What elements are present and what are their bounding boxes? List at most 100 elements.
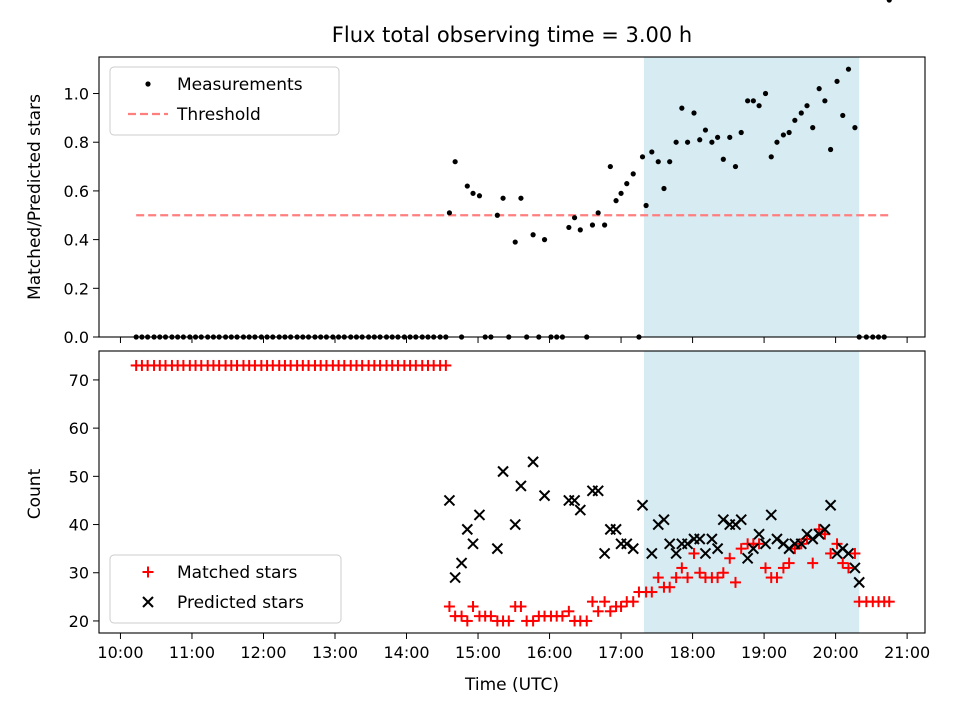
x-tick-label: 10:00 <box>97 643 143 662</box>
x-stroke <box>636 499 649 511</box>
x-stroke <box>592 485 604 497</box>
legend-handle-dot <box>145 81 151 87</box>
predicted-star-marker <box>658 514 670 526</box>
x-tick-label: 15:00 <box>455 643 501 662</box>
matched-star-marker <box>717 567 729 579</box>
x-tick-label: 16:00 <box>526 643 572 662</box>
x-stroke <box>765 509 777 521</box>
measurement-point <box>602 222 608 228</box>
measurement-point <box>745 98 751 104</box>
matched-star-marker <box>664 581 676 593</box>
matched-star-marker <box>712 572 724 584</box>
x-tick-label: 13:00 <box>312 643 358 662</box>
x-stroke <box>777 538 790 550</box>
legend-label: Measurements <box>177 75 303 95</box>
x-tick-label: 17:00 <box>598 643 644 662</box>
x-stroke <box>747 542 760 555</box>
matched-star-marker <box>440 359 452 371</box>
measurement-point <box>530 232 536 238</box>
predicted-star-marker <box>795 538 807 550</box>
measurement-point <box>595 210 601 216</box>
measurement-point <box>571 215 578 221</box>
measurement-point <box>589 222 596 228</box>
measurement-point <box>667 159 673 165</box>
measurement-point <box>816 86 822 92</box>
predicted-star-marker <box>515 480 527 492</box>
matched-star-marker <box>563 605 575 617</box>
legend-box <box>109 554 342 624</box>
x-stroke <box>658 514 670 526</box>
predicted-star-marker <box>819 523 831 536</box>
matched-star-marker <box>777 562 789 574</box>
matched-star-marker <box>676 562 688 574</box>
x-stroke <box>527 456 539 468</box>
x-stroke <box>694 533 706 545</box>
x-tick-label: 12:00 <box>240 643 286 662</box>
x-stroke <box>837 542 849 555</box>
predicted-star-marker <box>849 562 861 574</box>
predicted-star-marker <box>735 514 747 526</box>
x-stroke <box>807 533 819 545</box>
measurement-point <box>577 227 583 233</box>
x-stroke <box>753 528 765 540</box>
measurement-point <box>649 149 655 155</box>
measurement-point <box>684 139 691 145</box>
measurement-point <box>828 146 834 153</box>
x-stroke <box>735 514 747 526</box>
measurement-point <box>452 159 458 165</box>
measurement-point <box>786 129 792 136</box>
x-stroke <box>568 494 581 507</box>
measurement-point <box>715 134 721 140</box>
x-stroke <box>706 533 718 545</box>
x-stroke <box>801 528 813 540</box>
matched-star-marker <box>485 610 497 622</box>
x-stroke <box>491 542 504 555</box>
matched-star-marker <box>688 547 700 559</box>
measurement-point <box>768 154 774 160</box>
matched-star-marker <box>883 596 895 608</box>
matched-star-marker <box>604 605 616 617</box>
matched-star-marker <box>694 567 706 579</box>
measurement-point <box>852 125 858 131</box>
matched-star-marker <box>735 543 747 555</box>
measurement-point <box>607 163 613 170</box>
predicted-star-marker <box>807 533 819 545</box>
predicted-star-marker <box>592 485 604 497</box>
x-tick-label: 11:00 <box>169 643 215 662</box>
x-stroke <box>497 465 509 478</box>
y-tick-label: 0.4 <box>64 231 89 250</box>
matched-star-marker <box>753 538 765 550</box>
x-stroke <box>467 538 479 550</box>
legend-label: Matched stars <box>177 563 297 583</box>
x-tick-label: 19:00 <box>741 643 787 662</box>
x-stroke <box>717 514 730 526</box>
x-stroke <box>853 576 865 589</box>
x-stroke <box>741 552 754 564</box>
x-stroke <box>842 547 855 560</box>
x-stroke <box>819 523 831 536</box>
bottom-y-axis-label: Count <box>25 468 45 519</box>
predicted-star-marker <box>568 494 581 507</box>
predicted-star-marker <box>663 538 676 550</box>
matched-star-marker <box>467 600 479 612</box>
matched-star-marker <box>461 615 473 627</box>
matched-star-marker <box>825 547 837 559</box>
predicted-star-marker <box>467 538 479 550</box>
x-tick-label: 20:00 <box>813 643 859 662</box>
predicted-star-marker <box>771 533 783 545</box>
x-stroke <box>849 562 861 574</box>
top-y-axis-label: Matched/Predicted stars <box>25 94 45 300</box>
legend-label: Threshold <box>176 105 261 125</box>
x-stroke <box>443 494 456 507</box>
predicted-star-marker <box>753 528 765 540</box>
x-stroke <box>681 538 694 550</box>
measurement-point <box>464 183 470 189</box>
measurement-point <box>845 66 852 72</box>
x-stroke <box>621 538 633 550</box>
y-tick-label: 40 <box>69 516 89 535</box>
measurement-point <box>762 90 769 97</box>
x-stroke <box>574 504 587 516</box>
measurement-point <box>613 198 619 204</box>
matched-star-marker <box>443 600 455 612</box>
x-stroke <box>455 557 468 569</box>
